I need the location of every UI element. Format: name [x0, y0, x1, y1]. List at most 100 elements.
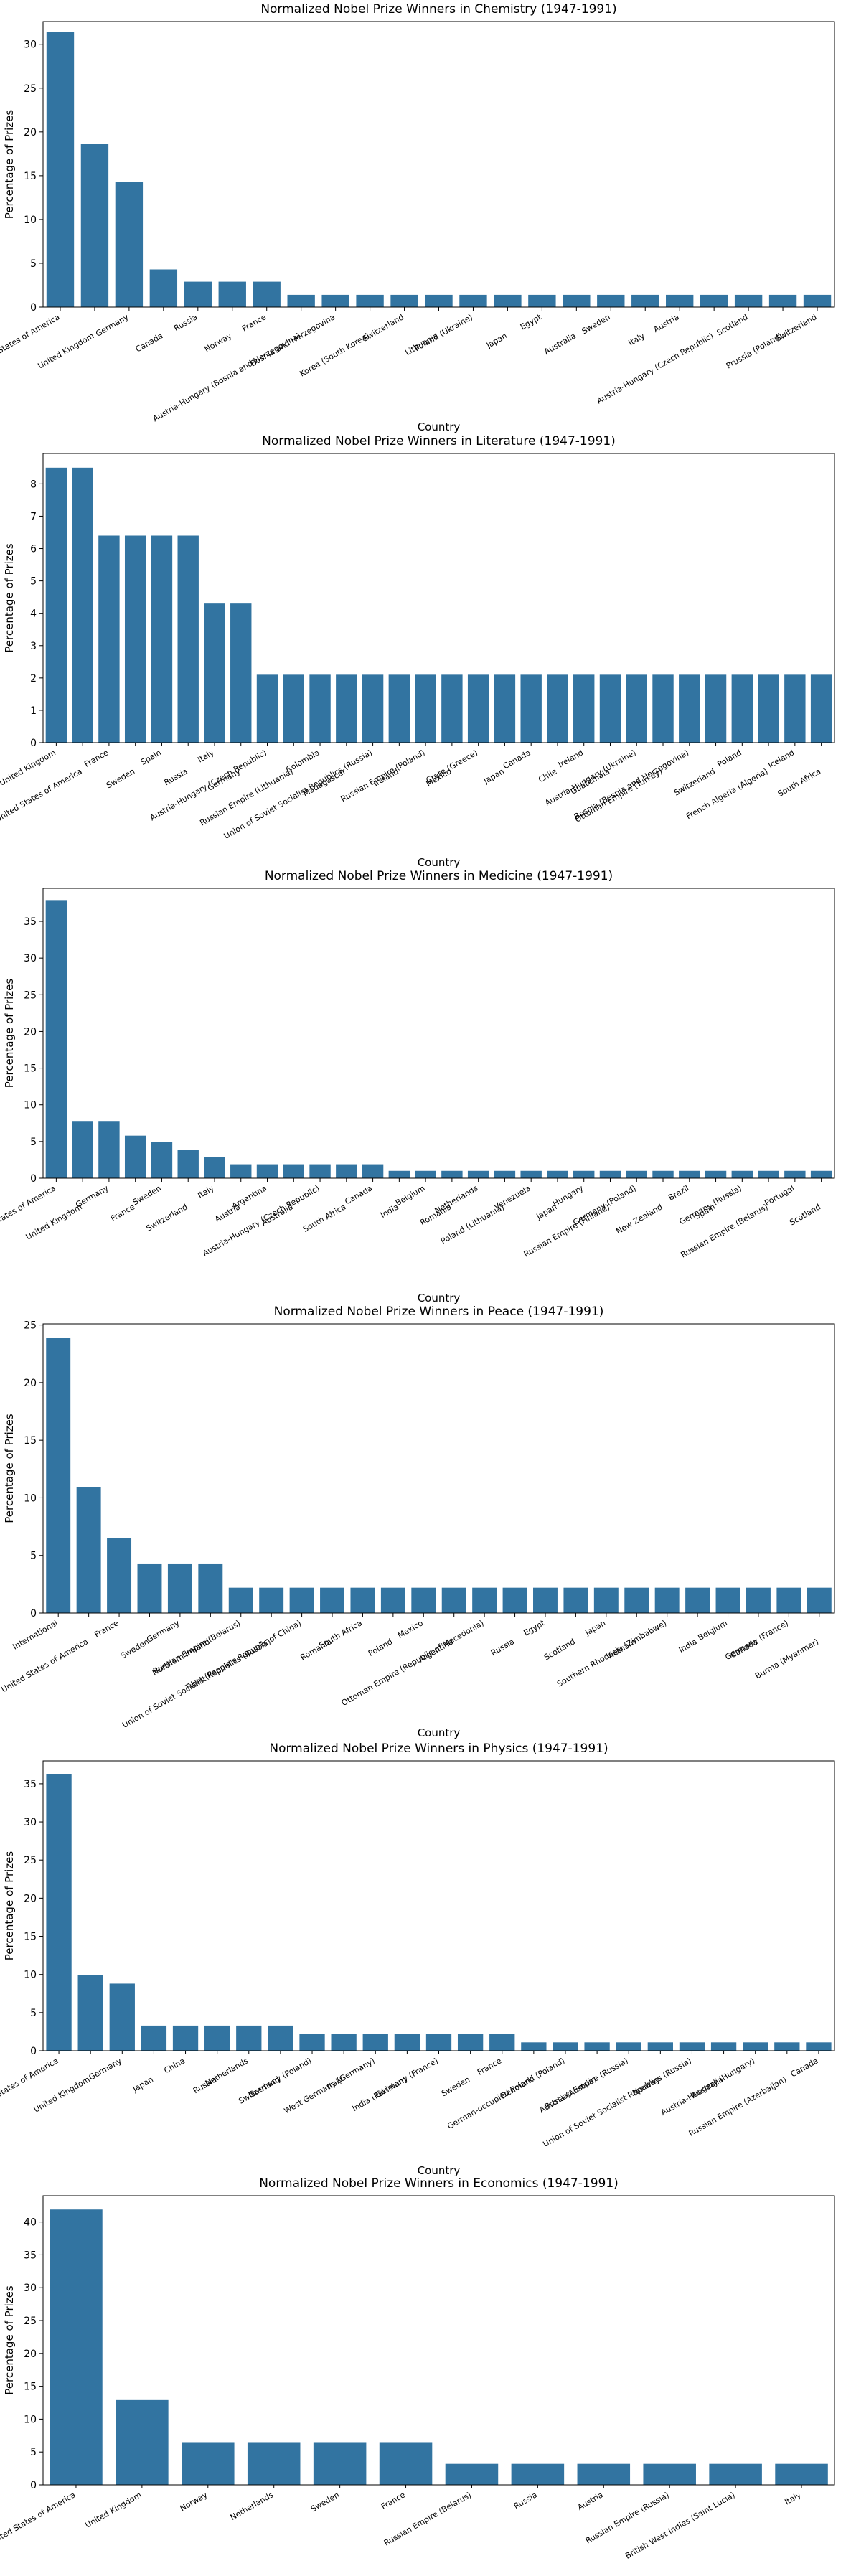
- y-tick-label: 5: [30, 258, 37, 270]
- bar: [411, 1587, 436, 1613]
- bar: [445, 2463, 499, 2485]
- y-tick-label: 15: [24, 1932, 37, 1943]
- x-tick-label: Japan: [131, 2074, 155, 2094]
- x-tick-label: Italy: [196, 1183, 216, 1200]
- x-tick-label: Canada: [134, 331, 165, 354]
- bar: [626, 1170, 647, 1178]
- x-tick-label: Canada: [343, 1183, 374, 1206]
- bar: [204, 1157, 225, 1178]
- bar: [309, 674, 331, 743]
- bar: [394, 2034, 420, 2051]
- x-tick-label: Poland (Ukraine): [413, 312, 474, 353]
- x-tick-label: Germany: [145, 1618, 182, 1645]
- x-tick-label: Southern Rhodesia (Zimbabwe): [555, 1618, 668, 1688]
- bar: [426, 2034, 452, 2051]
- x-tick-label: South Africa: [318, 1618, 364, 1650]
- chart-panel-3: Normalized Nobel Prize Winners in Medici…: [0, 869, 835, 1305]
- bar: [45, 467, 67, 743]
- y-tick-label: 0: [30, 2046, 37, 2057]
- x-tick-label: Netherlands: [433, 1183, 480, 1216]
- x-tick-label: Mexico: [396, 1618, 425, 1640]
- y-tick-label: 35: [24, 1779, 37, 1790]
- x-tick-label: Germany (France): [374, 2056, 440, 2100]
- y-axis-label: Percentage of Prizes: [3, 1851, 16, 1961]
- bar: [380, 1587, 405, 1613]
- y-axis-label: Percentage of Prizes: [3, 979, 16, 1089]
- bar: [141, 2025, 167, 2051]
- bar: [72, 1121, 93, 1178]
- bar: [46, 32, 75, 308]
- y-tick-label: 20: [24, 1378, 37, 1389]
- y-tick-label: 20: [24, 2349, 37, 2360]
- x-tick-label: Burma (Myanmar): [753, 1637, 820, 1680]
- x-tick-label: United Kingdom: [83, 2490, 143, 2529]
- x-tick-label: United Kingdom: [0, 748, 57, 787]
- x-tick-label: Italy: [196, 748, 216, 764]
- y-tick-label: 10: [24, 1970, 37, 1981]
- bar: [685, 1587, 710, 1613]
- x-tick-label: Russian Empire (Poland): [339, 748, 427, 804]
- bar: [313, 2442, 367, 2485]
- y-tick-label: 10: [24, 2414, 37, 2425]
- x-tick-label: Germany (Poland): [247, 2056, 314, 2100]
- bar: [107, 1538, 132, 1613]
- x-tick-label: United States of America: [0, 2490, 77, 2547]
- y-tick-label: 4: [30, 608, 37, 620]
- x-tick-label: Iceland: [766, 748, 796, 770]
- bar: [679, 674, 700, 743]
- bar: [584, 2042, 610, 2051]
- x-tick-label: Crete (Greece): [424, 748, 479, 785]
- plot-frame: [42, 21, 835, 308]
- bar: [494, 1170, 516, 1178]
- y-tick-label: 8: [30, 479, 37, 490]
- x-tick-label: South Africa: [301, 1202, 347, 1234]
- bar: [679, 1170, 700, 1178]
- bar: [457, 2034, 484, 2051]
- bar: [652, 1170, 674, 1178]
- bar: [98, 1121, 120, 1178]
- y-tick-label: 25: [24, 2316, 37, 2327]
- bar: [256, 674, 278, 743]
- x-tick-label: International: [11, 1618, 59, 1651]
- bar: [362, 674, 384, 743]
- bar: [287, 294, 315, 307]
- bar: [520, 1170, 542, 1178]
- bar: [230, 603, 252, 743]
- x-tick-label: Sweden: [580, 312, 612, 336]
- x-tick-label: Russia: [512, 2490, 539, 2511]
- bar: [654, 1587, 680, 1613]
- bar: [679, 2042, 705, 2051]
- bar: [441, 1170, 463, 1178]
- bar: [705, 674, 727, 743]
- chart-title: Normalized Nobel Prize Winners in Chemis…: [260, 2, 616, 17]
- x-tick-label: Portugal: [763, 1183, 796, 1208]
- x-tick-label: France: [240, 312, 268, 334]
- bar: [116, 2399, 169, 2485]
- y-tick-label: 10: [24, 1100, 37, 1111]
- chart-panel-6: Normalized Nobel Prize Winners in Econom…: [0, 2176, 835, 2561]
- bar: [624, 1587, 649, 1613]
- bar: [230, 1164, 252, 1178]
- x-axis-label: Country: [418, 2164, 461, 2177]
- x-tick-label: Austria: [576, 2490, 605, 2512]
- bar: [177, 1150, 199, 1178]
- x-tick-label: Switzerland: [672, 766, 717, 797]
- bar: [50, 2209, 103, 2485]
- plot-frame: [42, 453, 835, 743]
- x-tick-label: Netherlands: [204, 2056, 250, 2088]
- y-tick-label: 5: [30, 1551, 37, 1562]
- bar: [441, 674, 463, 743]
- y-axis-label: Percentage of Prizes: [3, 543, 16, 653]
- bar: [521, 2042, 547, 2051]
- bar: [124, 1135, 146, 1178]
- y-tick-label: 30: [24, 2283, 37, 2294]
- x-tick-label: United Kingdom: [36, 331, 95, 370]
- bar: [172, 2025, 199, 2051]
- bar: [362, 1164, 384, 1178]
- bar: [709, 2463, 762, 2485]
- bar: [283, 674, 304, 743]
- chart-panel-5: Normalized Nobel Prize Winners in Physic…: [0, 1741, 835, 2177]
- bar: [356, 294, 384, 307]
- bar: [547, 674, 568, 743]
